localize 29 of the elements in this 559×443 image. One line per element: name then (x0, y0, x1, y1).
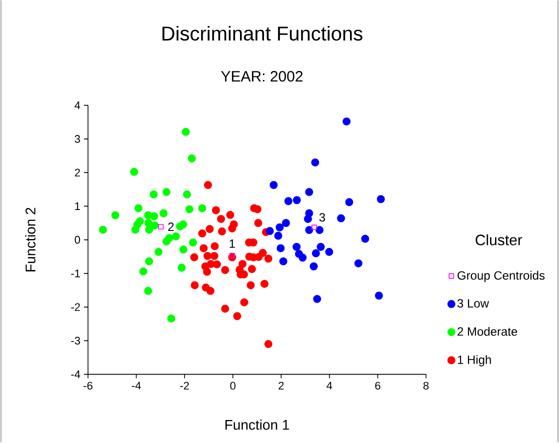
y-tick-label: -3 (71, 336, 80, 345)
y-tick-label: 0 (74, 236, 80, 244)
legend-title: Cluster (476, 234, 522, 246)
y-tick-label: 3 (74, 135, 80, 144)
y-tick-label: 2 (74, 168, 80, 177)
y-tick-label: 4 (74, 102, 80, 110)
x-tick-label: 0 (230, 382, 236, 390)
x-tick-label: -4 (132, 382, 141, 390)
x-tick-label: 4 (326, 382, 332, 390)
chart-title: Discriminant Functions (162, 26, 362, 41)
annotation: 2 (168, 222, 174, 232)
legend-label: 3 Low (457, 299, 490, 308)
x-axis-title: Function 1 (225, 420, 289, 430)
y-tick-label: 1 (75, 202, 80, 210)
chart-subtitle: YEAR: 2002 (221, 71, 303, 82)
x-tick-label: -6 (84, 382, 92, 390)
legend-label: 1 High (458, 355, 491, 367)
x-tick-label: 6 (375, 382, 380, 390)
y-axis-title: Function 2 (25, 208, 36, 272)
annotation: 1 (230, 240, 235, 248)
legend-label: 2 Moderate (458, 327, 518, 336)
x-tick-label: -2 (180, 382, 189, 390)
x-tick-label: 8 (423, 382, 429, 390)
legend-label: Group Centroids (458, 271, 545, 282)
y-tick-label: -2 (71, 303, 80, 312)
x-tick-label: 2 (278, 382, 284, 390)
annotation: 3 (319, 213, 326, 222)
y-tick-label: -4 (71, 370, 80, 378)
y-tick-label: -1 (71, 270, 80, 278)
